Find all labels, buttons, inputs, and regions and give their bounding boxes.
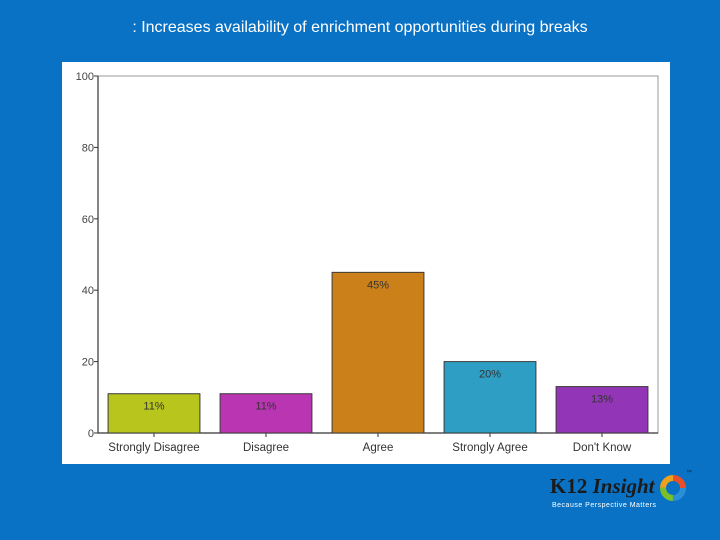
bar-data-label: 11% — [143, 401, 164, 413]
y-tick-label: 100 — [76, 71, 94, 83]
logo-wordmark: K12 Insight — [550, 474, 654, 499]
bar-data-label: 45% — [367, 279, 389, 291]
bar-chart: 0 20 40 60 80 100 11% Strongly Disagree 11% Disag… — [76, 71, 659, 454]
x-tick-label: Strongly Disagree — [108, 442, 199, 454]
logo-ring-icon — [660, 475, 686, 501]
x-tick-label: Don't Know — [573, 442, 632, 454]
bar — [443, 361, 537, 434]
bar — [219, 393, 313, 434]
bar-data-label: 20% — [479, 369, 501, 381]
chart-panel: 0 20 40 60 80 100 11% Strongly Disagree 11% Disag… — [62, 62, 670, 464]
bar-data-label: 11% — [255, 401, 276, 413]
x-tick-label: Disagree — [243, 442, 289, 454]
k12-insight-logo: K12 Insight ™ Because Perspective Matter… — [548, 470, 698, 515]
logo-tagline: Because Perspective Matters — [552, 502, 657, 509]
x-tick-label: Agree — [363, 442, 394, 454]
y-tick-label: 0 — [88, 428, 94, 440]
x-tick-label: Strongly Agree — [452, 442, 527, 454]
slide-title: : Increases availability of enrichment o… — [132, 19, 588, 36]
bar — [331, 271, 425, 434]
logo-trademark: ™ — [686, 470, 692, 476]
bar-data-label: 13% — [591, 394, 613, 406]
logo-k12: K12 — [550, 474, 588, 498]
y-tick-label: 60 — [82, 214, 94, 226]
y-tick-label: 80 — [82, 142, 94, 154]
bar — [107, 393, 201, 434]
y-tick-label: 40 — [82, 285, 94, 297]
y-tick-label: 20 — [82, 357, 94, 369]
logo-insight: Insight — [592, 474, 655, 498]
